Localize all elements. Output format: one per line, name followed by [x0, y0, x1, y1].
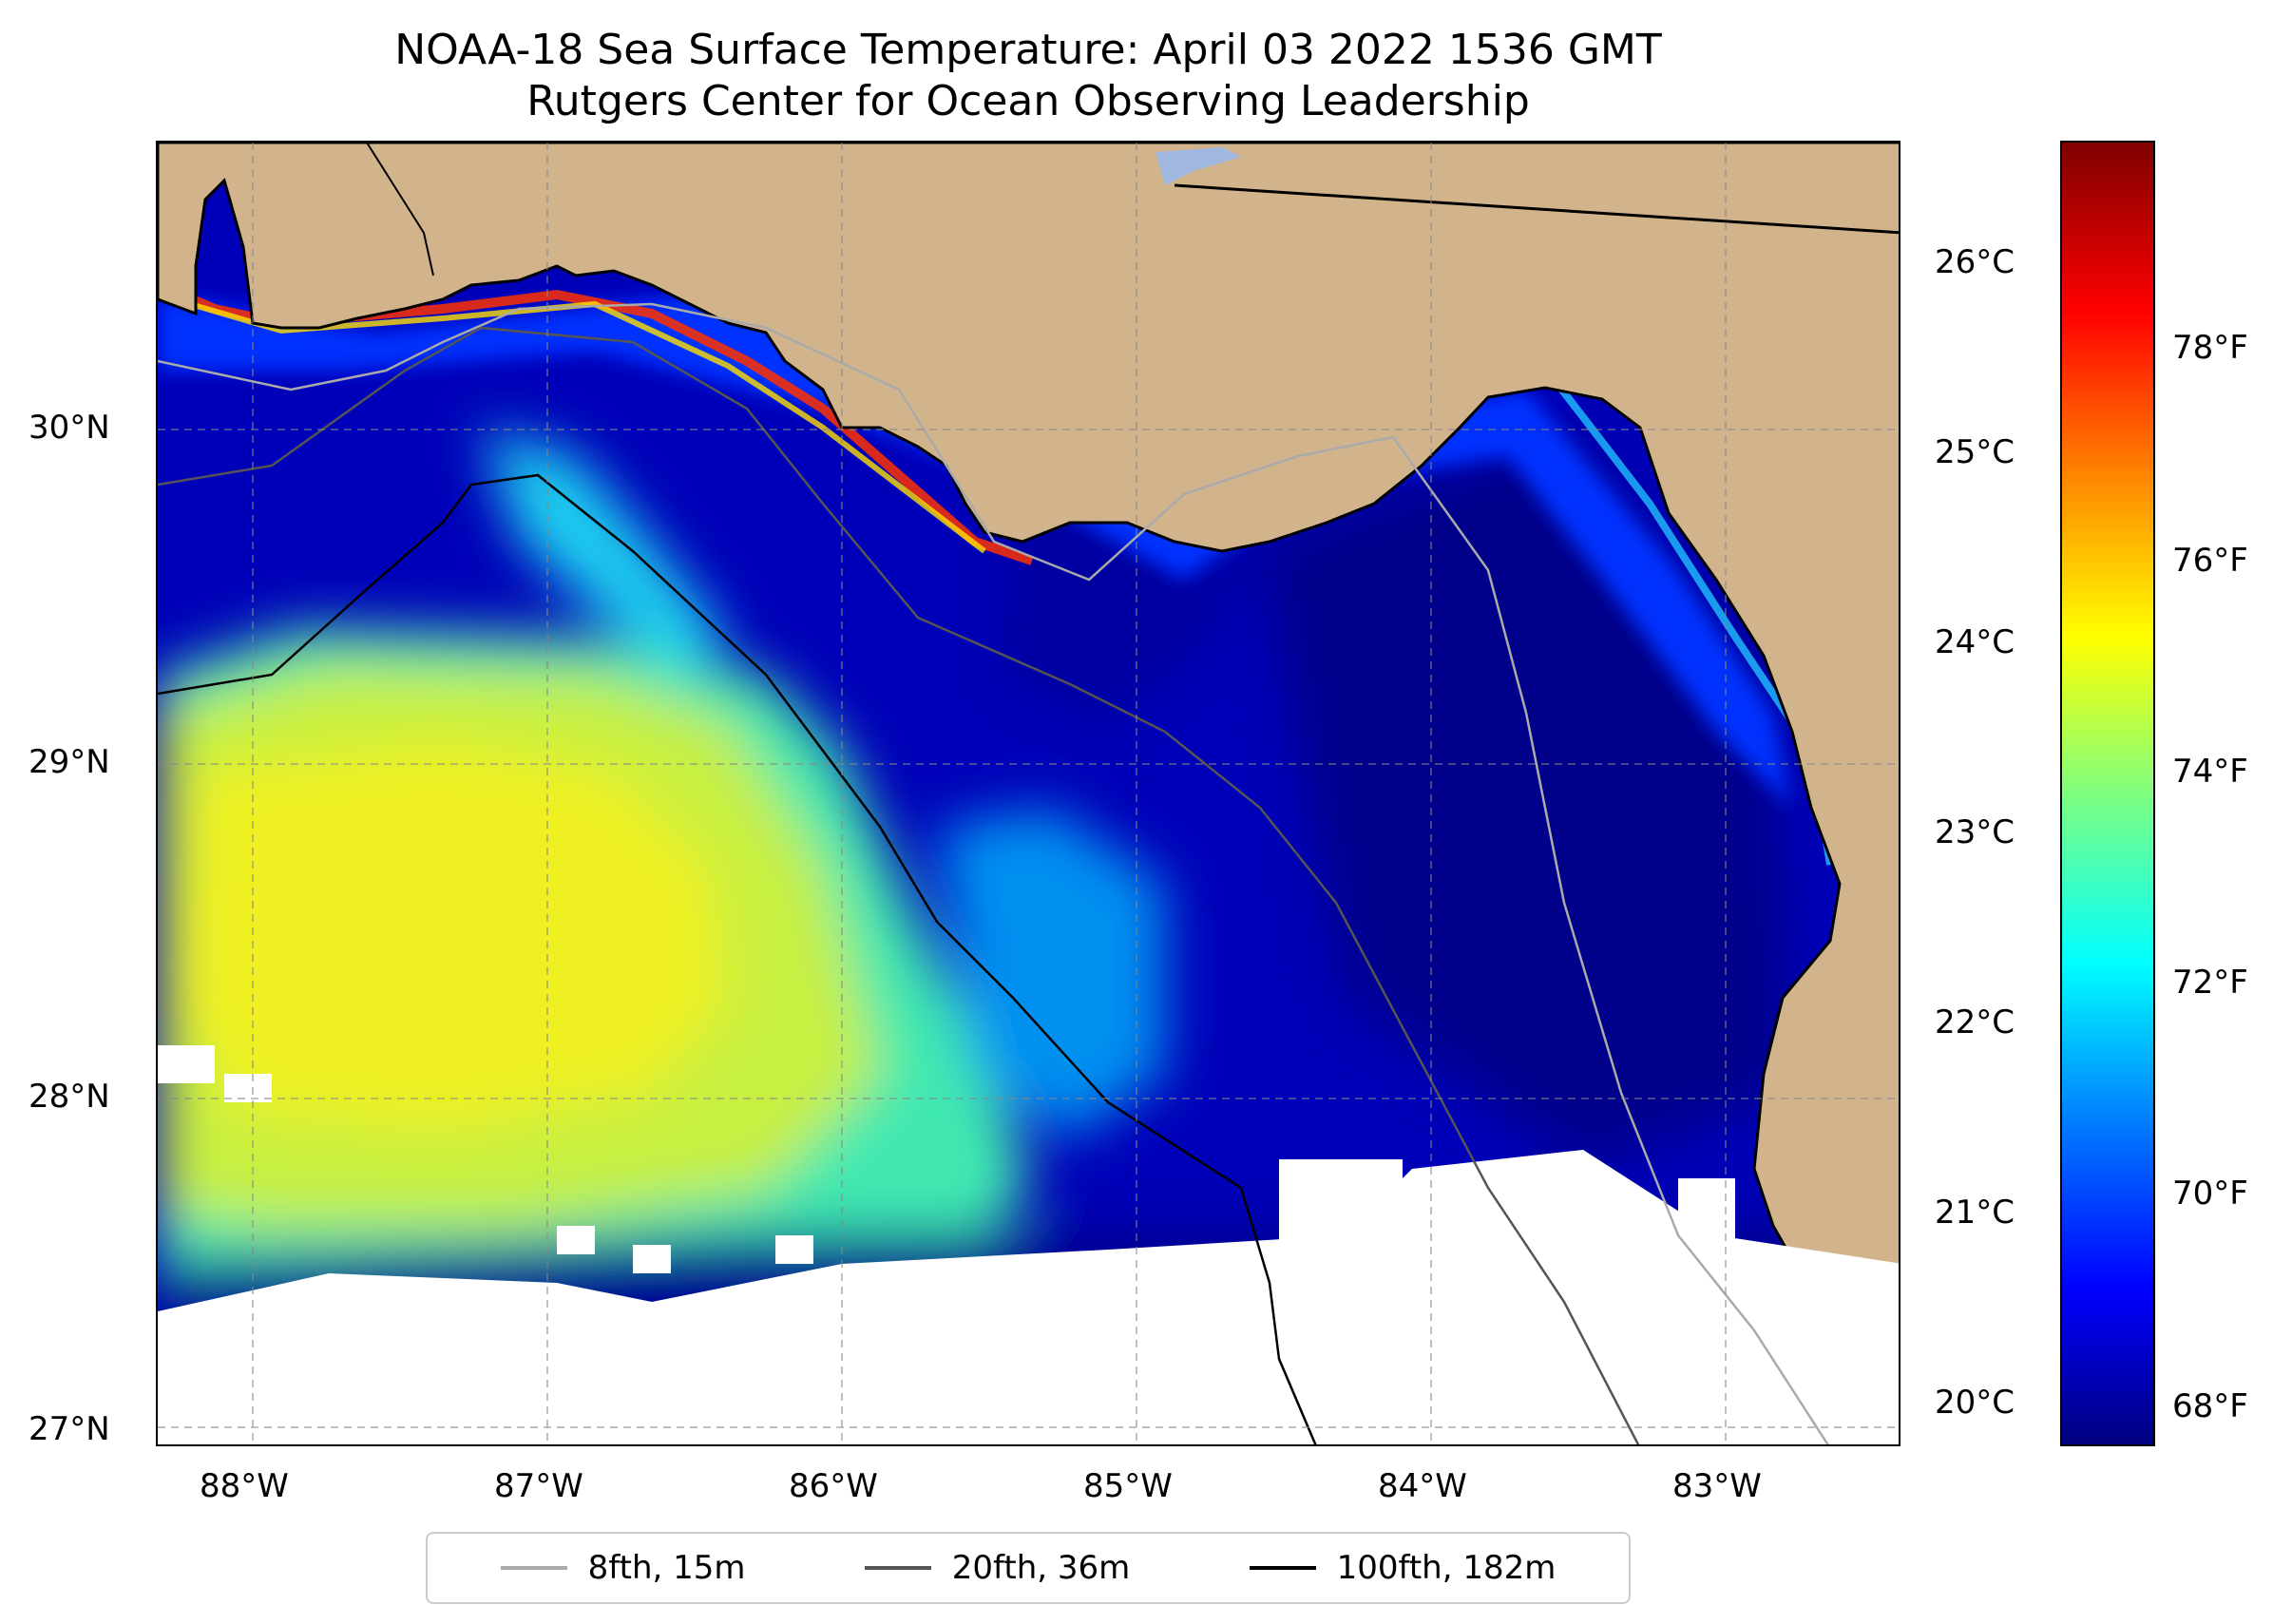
- cbar-tick-72f: 72°F: [2172, 964, 2248, 1002]
- legend-swatch-20fth: [864, 1566, 931, 1570]
- lon-tick-86w: 86°W: [789, 1467, 878, 1505]
- cbar-tick-25c: 25°C: [1935, 433, 2015, 471]
- lat-tick-27n: 27°N: [29, 1410, 110, 1448]
- sst-map: [156, 141, 1900, 1446]
- cbar-tick-20c: 20°C: [1935, 1384, 2015, 1422]
- cbar-tick-21c: 21°C: [1935, 1194, 2015, 1232]
- isobath-20fth: [158, 326, 1640, 1444]
- cbar-tick-26c: 26°C: [1935, 243, 2015, 281]
- cbar-tick-68f: 68°F: [2172, 1387, 2248, 1425]
- map-subtitle: Rutgers Center for Ocean Observing Leade…: [526, 77, 1530, 125]
- lat-tick-30n: 30°N: [29, 409, 110, 447]
- nearshore-warm-fringe: [158, 280, 1034, 565]
- cbar-tick-76f: 76°F: [2172, 542, 2248, 580]
- cbar-tick-24c: 24°C: [1935, 623, 2015, 661]
- lon-tick-87w: 87°W: [494, 1467, 583, 1505]
- legend-label-8fth: 8fth, 15m: [587, 1549, 746, 1587]
- legend-item-20fth: 20fth, 36m: [864, 1549, 1131, 1587]
- cbar-tick-22c: 22°C: [1935, 1003, 2015, 1041]
- land-mass: [158, 143, 1899, 1444]
- legend-item-100fth: 100fth, 182m: [1249, 1549, 1557, 1587]
- cbar-tick-74f: 74°F: [2172, 753, 2248, 791]
- legend-label-20fth: 20fth, 36m: [951, 1549, 1131, 1587]
- cloud-mask: [158, 1045, 1899, 1444]
- lat-tick-28n: 28°N: [29, 1078, 110, 1116]
- lon-tick-88w: 88°W: [200, 1467, 289, 1505]
- sst-map-canvas: [158, 143, 1899, 1444]
- map-title: NOAA-18 Sea Surface Temperature: April 0…: [394, 26, 1662, 74]
- isobath-8fth: [158, 302, 1829, 1444]
- lon-tick-84w: 84°W: [1378, 1467, 1467, 1505]
- cbar-tick-70f: 70°F: [2172, 1175, 2248, 1213]
- isobath-legend: 8fth, 15m 20fth, 36m 100fth, 182m: [426, 1532, 1631, 1604]
- legend-swatch-8fth: [500, 1566, 567, 1570]
- cbar-tick-78f: 78°F: [2172, 329, 2248, 367]
- cbar-tick-23c: 23°C: [1935, 813, 2015, 851]
- legend-item-8fth: 8fth, 15m: [500, 1549, 746, 1587]
- graticule: [158, 143, 1899, 1444]
- lon-tick-85w: 85°W: [1083, 1467, 1173, 1505]
- isobath-100fth: [158, 473, 1317, 1444]
- lat-tick-29n: 29°N: [29, 743, 110, 781]
- lon-tick-83w: 83°W: [1672, 1467, 1762, 1505]
- legend-swatch-100fth: [1249, 1566, 1316, 1570]
- colorbar: [2060, 141, 2155, 1446]
- legend-label-100fth: 100fth, 182m: [1336, 1549, 1557, 1587]
